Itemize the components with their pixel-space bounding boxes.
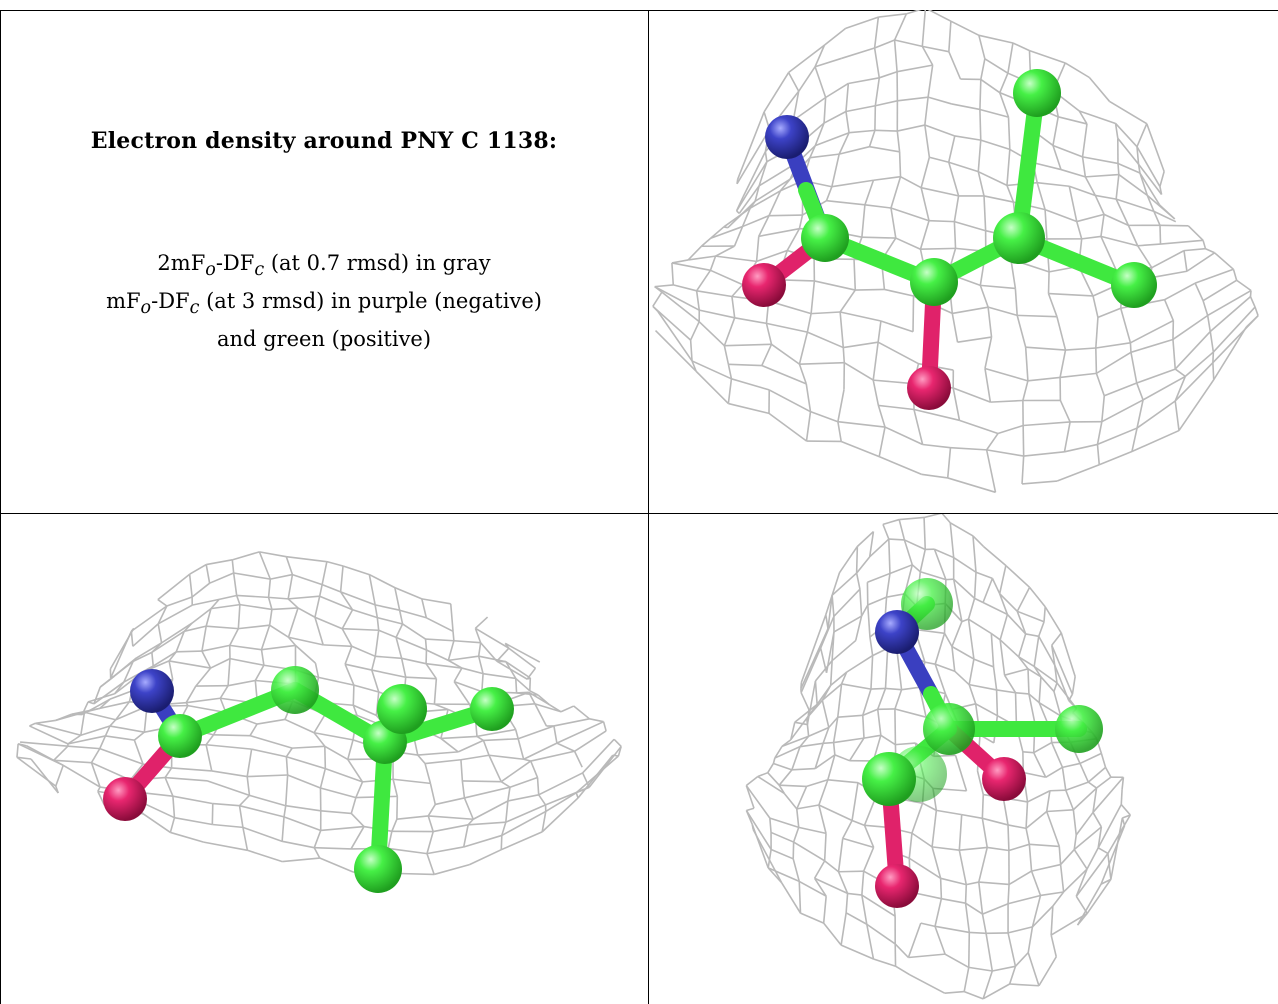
atom-C (1055, 705, 1103, 753)
caption-line-3: and green (positive) (216, 327, 432, 352)
molecule-view-bottom-left (16, 551, 622, 893)
atom-C (993, 212, 1045, 264)
view-top-right (649, 10, 1278, 513)
atom-C (1013, 69, 1061, 117)
molecule-view-top-right (652, 10, 1259, 494)
atoms (742, 69, 1157, 410)
atom-C (271, 666, 319, 714)
atom-C (901, 578, 953, 630)
atom-O (982, 757, 1026, 801)
atom-O (742, 263, 786, 307)
atom-O (907, 366, 951, 410)
atom-C (377, 684, 427, 734)
border-middle (0, 513, 1278, 514)
bonds (881, 596, 1087, 894)
view-bottom-left (0, 514, 648, 1004)
caption-description: 2mFo-DFc (at 0.7 rmsd) in gray mFo-DFc (… (0, 248, 648, 355)
atom-N (765, 115, 809, 159)
atom-C (1111, 262, 1157, 308)
atom-C (801, 214, 849, 262)
atoms (862, 578, 1103, 908)
border-left (0, 10, 1, 1004)
atom-C (470, 687, 514, 731)
density-mesh (652, 10, 1259, 494)
atom-N (875, 610, 919, 654)
atom-N (130, 669, 174, 713)
atom-C (158, 714, 202, 758)
atom-C (354, 845, 402, 893)
atoms (103, 666, 514, 893)
view-bottom-right (649, 514, 1278, 1004)
border-center (648, 10, 649, 1004)
atom-O (103, 777, 147, 821)
caption-line-1: 2mFo-DFc (at 0.7 rmsd) in gray (157, 251, 491, 281)
border-top (0, 10, 1278, 11)
molecule-view-bottom-right (745, 514, 1132, 1000)
atom-C (862, 752, 916, 806)
caption-title: Electron density around PNY C 1138: (90, 128, 558, 154)
caption-cell: Electron density around PNY C 1138: 2mFo… (0, 10, 648, 513)
atom-C (910, 258, 958, 306)
caption-line-2: mFo-DFc (at 3 rmsd) in purple (negative) (106, 289, 542, 319)
atom-C (923, 703, 975, 755)
atom-O (875, 864, 919, 908)
